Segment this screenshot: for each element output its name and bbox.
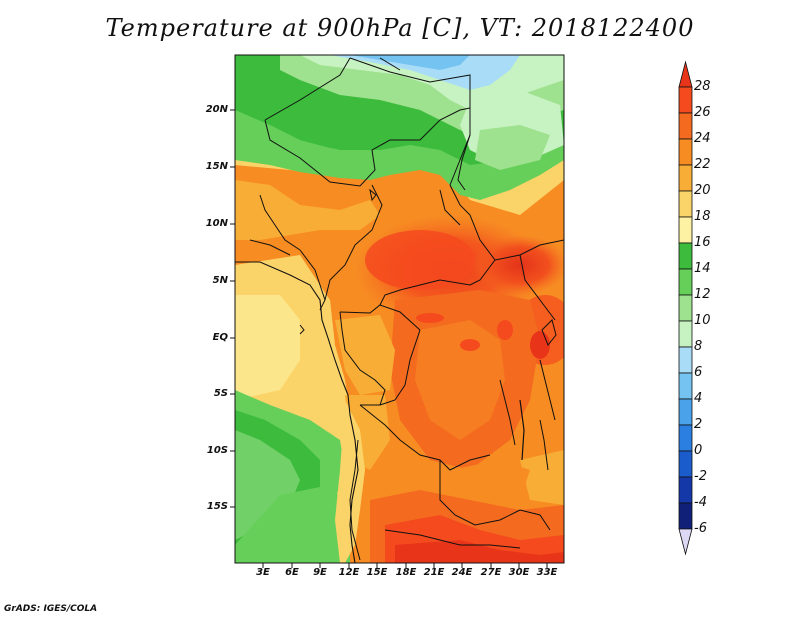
colorbar-label: 20 xyxy=(694,183,711,198)
x-tick-label: 12E xyxy=(338,567,360,578)
colorbar-label: -4 xyxy=(694,495,707,510)
colorbar-cell-6-8 xyxy=(678,346,693,374)
x-tick-label: 30E xyxy=(508,567,530,578)
colorbar-cell-m2-0 xyxy=(678,450,693,478)
y-tick-label: 5N xyxy=(212,275,228,286)
colorbar-cell-8-10 xyxy=(678,320,693,348)
colorbar-cell-14-16 xyxy=(678,242,693,270)
colorbar-cell-24-26 xyxy=(678,112,693,140)
credit-text: GrADS: IGES/COLA xyxy=(4,604,98,614)
colorbar-cell-2-4 xyxy=(678,398,693,426)
colorbar-label: 0 xyxy=(694,443,703,458)
colorbar-cell-16-18 xyxy=(678,216,693,244)
temperature-field xyxy=(235,55,564,563)
plot-frame xyxy=(234,54,565,564)
colorbar-label: 6 xyxy=(694,365,703,380)
colorbar-label: 12 xyxy=(694,287,711,302)
colorbar-cell-12-14 xyxy=(678,268,693,296)
colorbar-label: 26 xyxy=(694,105,711,120)
colorbar-label: 24 xyxy=(694,131,711,146)
colorbar-top-triangle xyxy=(678,60,693,88)
colorbar-label: -2 xyxy=(694,469,707,484)
colorbar-label: 16 xyxy=(694,235,711,250)
x-tick-label: 9E xyxy=(313,567,327,578)
x-tick-label: 15E xyxy=(366,567,388,578)
colorbar xyxy=(678,60,693,556)
colorbar-cell-m4-m2 xyxy=(678,476,693,504)
y-tick-label: 10S xyxy=(206,445,228,456)
colorbar-label: 18 xyxy=(694,209,711,224)
y-tick-label: 5S xyxy=(213,388,228,399)
x-tick-label: 6E xyxy=(285,567,299,578)
colorbar-cell-22-24 xyxy=(678,138,693,166)
colorbar-label: 2 xyxy=(694,417,703,432)
x-tick-label: 33E xyxy=(536,567,558,578)
y-tick-label: 15N xyxy=(205,161,228,172)
colorbar-cell-0-2 xyxy=(678,424,693,452)
x-tick-label: 3E xyxy=(256,567,270,578)
colorbar-cell-4-6 xyxy=(678,372,693,400)
colorbar-cell-20-22 xyxy=(678,164,693,192)
x-tick-label: 27E xyxy=(480,567,502,578)
colorbar-label: 4 xyxy=(694,391,703,406)
x-tick-label: 21E xyxy=(423,567,445,578)
colorbar-cell-m6-m4 xyxy=(678,502,693,530)
colorbar-cell-26-28 xyxy=(678,86,693,114)
y-tick-label: 15S xyxy=(206,501,228,512)
country-borders xyxy=(249,57,564,561)
colorbar-bottom-triangle xyxy=(678,528,693,556)
x-tick-label: 18E xyxy=(395,567,417,578)
colorbar-cell-18-20 xyxy=(678,190,693,218)
colorbar-label: 8 xyxy=(694,339,703,354)
colorbar-cell-10-12 xyxy=(678,294,693,322)
colorbar-label: 10 xyxy=(694,313,711,328)
map-title: Temperature at 900hPa [C], VT: 201812240… xyxy=(105,14,695,42)
colorbar-label: -6 xyxy=(694,521,707,536)
y-tick-label: 10N xyxy=(205,218,228,229)
colorbar-label: 28 xyxy=(694,79,711,94)
axis-ticks xyxy=(230,109,548,568)
y-tick-label: 20N xyxy=(205,104,228,115)
x-tick-label: 24E xyxy=(451,567,473,578)
colorbar-label: 22 xyxy=(694,157,711,172)
y-tick-label: EQ xyxy=(212,332,228,343)
colorbar-label: 14 xyxy=(694,261,711,276)
